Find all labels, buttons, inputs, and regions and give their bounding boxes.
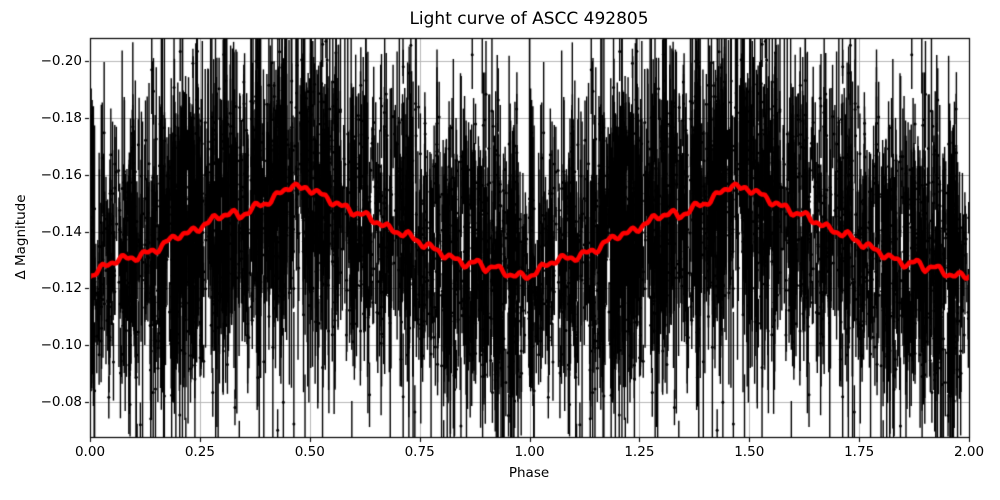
x-tick-label: 0.25 [184,444,215,460]
y-tick-label: −0.12 [40,280,82,297]
x-tick-label: 1.75 [844,444,875,460]
y-tick-label: −0.10 [40,337,82,354]
y-tick-label: −0.18 [40,109,82,126]
y-axis-label: Δ Magnitude [13,194,29,280]
chart-title: Light curve of ASCC 492805 [409,9,649,29]
y-tick-label: −0.20 [40,53,82,70]
x-axis-label: Phase [508,465,550,481]
y-tick-label: −0.08 [40,394,82,411]
x-tick-label: 1.25 [624,444,655,460]
x-tick-label: 2.00 [953,444,985,460]
x-tick-label: 1.00 [514,444,545,460]
x-tick-label: 0.75 [404,444,435,460]
y-tick-label: −0.14 [40,223,82,240]
x-tick-label: 0.00 [74,444,106,460]
x-tick-label: 1.50 [734,444,765,460]
x-tick-label: 0.50 [294,444,325,460]
y-tick-label: −0.16 [40,166,82,183]
